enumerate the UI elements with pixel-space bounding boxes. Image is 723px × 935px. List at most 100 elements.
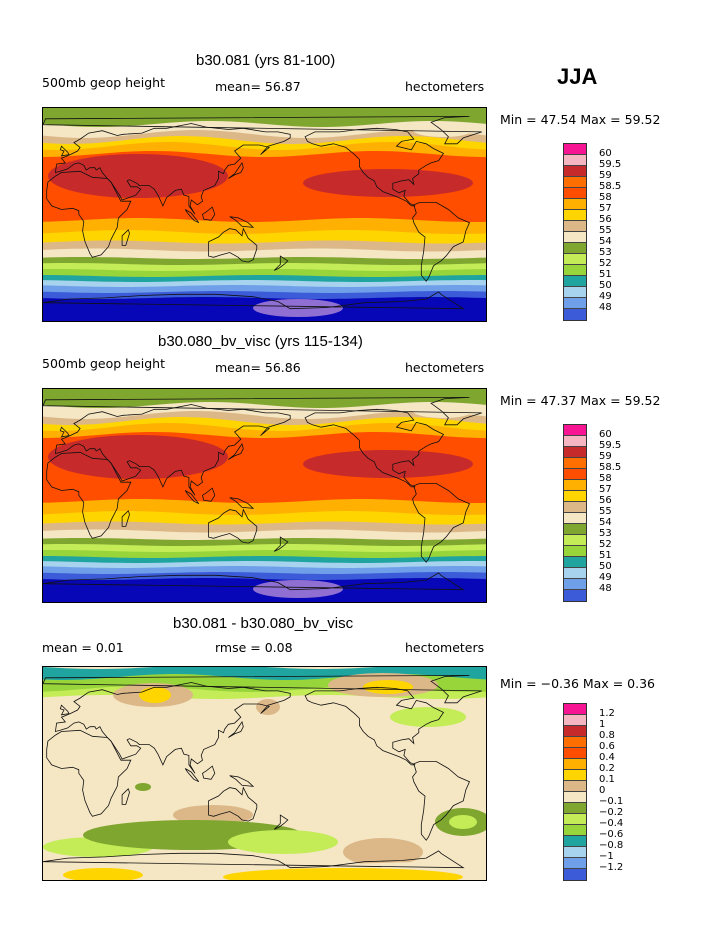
colorbar-swatch — [564, 748, 586, 759]
colorbar-swatch — [564, 425, 586, 436]
colorbar-tick-label: 48 — [599, 583, 612, 594]
colorbar-tick-label: −0.4 — [599, 818, 624, 829]
colorbar-swatch — [564, 847, 586, 858]
colorbar-tick-label: 53 — [599, 247, 612, 258]
coastline — [43, 850, 465, 869]
colorbar-tick-label: 58.5 — [599, 181, 622, 192]
map-panel-1-svg — [43, 108, 486, 321]
colorbar-swatch — [564, 276, 586, 287]
colorbar-tick-label: 59 — [599, 451, 612, 462]
colorbar-tick-label: 58 — [599, 192, 612, 203]
contour-band — [43, 248, 486, 262]
coastline — [46, 729, 132, 817]
coastline — [121, 788, 130, 805]
coastline — [304, 127, 445, 207]
colorbar-tick-label: 50 — [599, 561, 612, 572]
colorbar-tick-label: −0.6 — [599, 829, 624, 840]
coastlines — [43, 397, 482, 591]
coastline — [46, 451, 132, 539]
coastline — [412, 202, 471, 282]
colorbar-swatch — [564, 155, 586, 166]
panel-3-title: b30.081 - b30.080_bv_visc — [173, 615, 354, 632]
coastline — [54, 123, 291, 215]
colorbar-swatch — [564, 177, 586, 188]
colorbar-tick-label: 60 — [599, 148, 612, 159]
colorbar-tick-label: 59.5 — [599, 159, 622, 170]
diff-positive — [343, 838, 423, 866]
ridge-arctic — [413, 404, 473, 418]
panel-3-rmse: rmse = 0.08 — [215, 640, 293, 655]
colorbar-tick-label: 57 — [599, 484, 612, 495]
colorbar-tick-label: 52 — [599, 539, 612, 550]
colorbar-tick-label: −1 — [599, 851, 614, 862]
coastline — [304, 408, 445, 488]
colorbar-tick-label: 1.2 — [599, 708, 615, 719]
colorbar-tick-label: 56 — [599, 214, 612, 225]
diff-negative — [135, 783, 151, 791]
colorbar-swatch — [564, 524, 586, 535]
contour-band — [43, 142, 486, 168]
coastline — [43, 675, 482, 704]
diff-negative-core — [449, 815, 477, 829]
panel-2-variable: 500mb geop height — [42, 356, 165, 371]
colorbar-swatch — [564, 781, 586, 792]
contour-band — [43, 556, 486, 565]
colorbar-tick-label: 55 — [599, 506, 612, 517]
colorbar-tick-label: 59.5 — [599, 440, 622, 451]
coastline — [59, 145, 70, 157]
coastline — [208, 227, 258, 263]
colorbar-swatch — [564, 557, 586, 568]
contour-band — [43, 550, 486, 560]
contour-band — [43, 275, 486, 284]
colorbar-swatch — [564, 447, 586, 458]
colorbar-swatch — [564, 704, 586, 715]
coastline — [184, 490, 200, 505]
contour-band — [43, 257, 486, 267]
colorbar-tick-label: 0 — [599, 785, 606, 796]
coastline — [121, 229, 130, 246]
coastline — [121, 510, 130, 527]
colorbar-swatch — [564, 836, 586, 847]
coastline — [228, 442, 244, 460]
colorbar-tick-label: 1 — [599, 719, 606, 730]
coastline — [412, 483, 471, 563]
colorbar-tick-label: 51 — [599, 550, 612, 561]
colorbar-swatch — [564, 221, 586, 232]
colorbar-swatch — [564, 814, 586, 825]
panel-2-units: hectometers — [405, 360, 485, 375]
colorbar-tick-label: 59 — [599, 170, 612, 181]
coastline — [43, 572, 465, 591]
coastline — [43, 291, 465, 310]
colorbar-tick-label: 48 — [599, 302, 612, 313]
contour-band — [43, 529, 486, 543]
coastline — [59, 704, 70, 716]
map-panel-1 — [42, 107, 487, 322]
coastline — [228, 161, 244, 179]
colorbar-swatch — [564, 166, 586, 177]
coastline — [273, 814, 289, 830]
colorbar-swatch — [564, 513, 586, 524]
panel-2-mean: mean= 56.86 — [215, 360, 301, 375]
colorbar-swatch — [564, 144, 586, 155]
colorbar-tick-label: 57 — [599, 203, 612, 214]
colorbar-swatch — [564, 188, 586, 199]
colorbar-swatch — [564, 199, 586, 210]
panel-3-colorbar — [563, 703, 587, 881]
colorbar-swatch — [564, 568, 586, 579]
colorbar-tick-label: 0.8 — [599, 730, 615, 741]
colorbar-tick-label: 49 — [599, 291, 612, 302]
colorbar-tick-label: 54 — [599, 236, 612, 247]
colorbar-swatch — [564, 232, 586, 243]
coastlines — [43, 116, 482, 310]
panel-1-variable: 500mb geop height — [42, 75, 165, 90]
panel-3-minmax: Min = −0.36 Max = 0.36 — [500, 676, 655, 691]
panel-1-minmax: Min = 47.54 Max = 59.52 — [500, 112, 661, 127]
coastline — [412, 761, 471, 841]
colorbar-swatch — [564, 243, 586, 254]
low-center-antarctic — [253, 299, 343, 317]
diff-positive-core — [139, 687, 171, 703]
colorbar-swatch — [564, 436, 586, 447]
colorbar-swatch — [564, 590, 586, 601]
season-label: JJA — [557, 64, 598, 89]
colorbar-tick-label: 0.4 — [599, 752, 615, 763]
